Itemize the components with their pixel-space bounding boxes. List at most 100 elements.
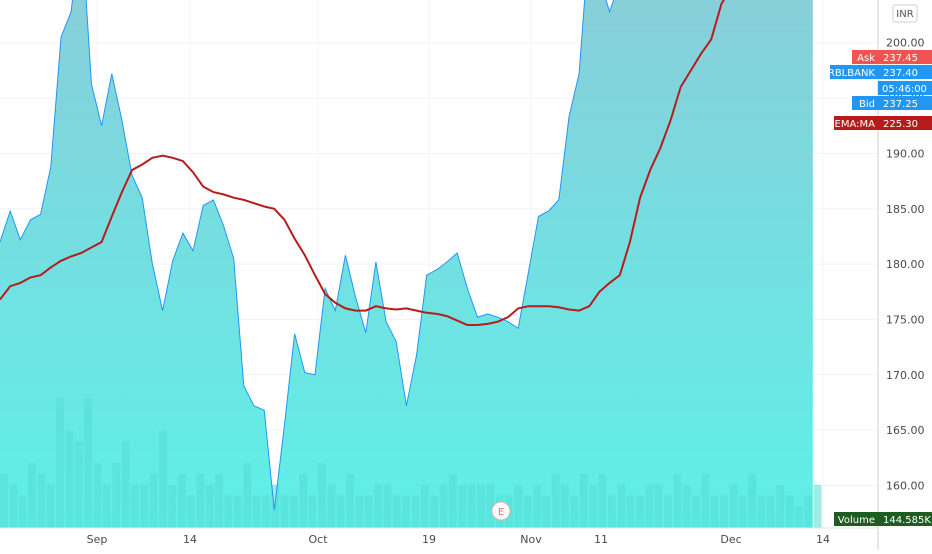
volume-bar bbox=[804, 496, 812, 529]
volume-bar bbox=[795, 506, 803, 528]
volume-bar bbox=[673, 474, 681, 528]
volume-bar bbox=[0, 474, 8, 528]
volume-bar bbox=[524, 496, 532, 529]
ema-name: EMA:MA bbox=[835, 119, 876, 130]
volume-bar bbox=[47, 485, 55, 528]
volume-bar bbox=[561, 485, 569, 528]
volume-bar bbox=[299, 474, 307, 528]
x-tick-label: Dec bbox=[720, 533, 741, 546]
last-price-name: RBLBANK bbox=[828, 68, 876, 79]
volume-bar bbox=[178, 474, 186, 528]
volume-bar bbox=[103, 485, 111, 528]
y-tick-label: 165.00 bbox=[886, 424, 925, 437]
x-tick-label: 14 bbox=[816, 533, 830, 546]
volume-bar bbox=[599, 474, 607, 528]
volume-bar bbox=[225, 496, 233, 529]
volume-bar bbox=[355, 496, 363, 529]
bid-value: 237.25 bbox=[883, 99, 918, 110]
volume-bar bbox=[19, 496, 27, 529]
volume-value: 144.585K bbox=[883, 515, 931, 526]
volume-bar bbox=[327, 485, 335, 528]
volume-bar bbox=[739, 496, 747, 529]
volume-bar bbox=[150, 474, 158, 528]
volume-bar bbox=[430, 496, 438, 529]
y-tick-label: 200.00 bbox=[886, 37, 925, 50]
volume-bar bbox=[449, 474, 457, 528]
volume-bar bbox=[776, 485, 784, 528]
volume-bar bbox=[187, 496, 195, 529]
volume-bar bbox=[458, 485, 466, 528]
x-tick-label: 14 bbox=[183, 533, 197, 546]
volume-bar bbox=[748, 474, 756, 528]
volume-bar bbox=[767, 496, 775, 529]
x-tick-label: Oct bbox=[308, 533, 328, 546]
volume-bar bbox=[571, 496, 579, 529]
volume-bar bbox=[9, 485, 17, 528]
volume-bar bbox=[206, 485, 214, 528]
volume-bar bbox=[393, 496, 401, 529]
volume-name: Volume bbox=[838, 515, 875, 526]
volume-bar bbox=[627, 496, 635, 529]
volume-bar bbox=[552, 474, 560, 528]
y-tick-label: 170.00 bbox=[886, 369, 925, 382]
ema-value: 225.30 bbox=[883, 119, 918, 130]
volume-bar bbox=[786, 496, 794, 529]
volume-bar bbox=[608, 496, 616, 529]
volume-bar bbox=[243, 463, 251, 528]
volume-bar bbox=[94, 463, 102, 528]
volume-bar bbox=[281, 496, 289, 529]
y-tick-label: 175.00 bbox=[886, 313, 925, 326]
x-tick-label: Nov bbox=[520, 533, 542, 546]
x-tick-label: Sep bbox=[87, 533, 108, 546]
volume-bar bbox=[692, 496, 700, 529]
y-tick-label: 190.00 bbox=[886, 147, 925, 160]
volume-bar bbox=[374, 485, 382, 528]
volume-bar bbox=[664, 496, 672, 529]
volume-bar bbox=[56, 398, 64, 528]
volume-bar bbox=[758, 496, 766, 529]
volume-bar bbox=[580, 474, 588, 528]
volume-bar bbox=[542, 496, 550, 529]
volume-bar bbox=[346, 474, 354, 528]
volume-bar bbox=[730, 485, 738, 528]
volume-bar bbox=[309, 496, 317, 529]
volume-bar bbox=[84, 398, 92, 528]
volume-bar bbox=[28, 463, 36, 528]
volume-bar bbox=[131, 485, 139, 528]
volume-bar bbox=[645, 485, 653, 528]
volume-bar bbox=[337, 496, 345, 529]
volume-bar bbox=[262, 496, 270, 529]
volume-bar bbox=[514, 485, 522, 528]
volume-bar bbox=[533, 485, 541, 528]
volume-bar bbox=[701, 474, 709, 528]
y-tick-label: 180.00 bbox=[886, 258, 925, 271]
volume-bar bbox=[402, 496, 410, 529]
volume-bar bbox=[66, 431, 74, 529]
ask-value: 237.45 bbox=[883, 53, 918, 64]
volume-bar bbox=[318, 463, 326, 528]
volume-bar bbox=[477, 485, 485, 528]
ask-name: Ask bbox=[857, 53, 875, 64]
volume-bar bbox=[617, 485, 625, 528]
volume-bar bbox=[159, 431, 167, 529]
volume-bar bbox=[589, 485, 597, 528]
currency-label: INR bbox=[896, 9, 913, 20]
volume-bar bbox=[290, 496, 298, 529]
last-price-value: 237.40 bbox=[883, 68, 918, 79]
x-tick-label: 19 bbox=[422, 533, 436, 546]
volume-bar bbox=[234, 496, 242, 529]
volume-bar bbox=[711, 496, 719, 529]
volume-bar bbox=[196, 474, 204, 528]
volume-bar bbox=[122, 441, 130, 528]
volume-bar bbox=[112, 463, 120, 528]
volume-bar bbox=[383, 485, 391, 528]
bid-name: Bid bbox=[859, 99, 875, 110]
volume-bar bbox=[37, 474, 45, 528]
volume-bar bbox=[365, 496, 373, 529]
volume-bar bbox=[412, 496, 420, 529]
y-tick-label: 185.00 bbox=[886, 203, 925, 216]
volume-bar bbox=[253, 496, 261, 529]
volume-bar bbox=[75, 441, 83, 528]
